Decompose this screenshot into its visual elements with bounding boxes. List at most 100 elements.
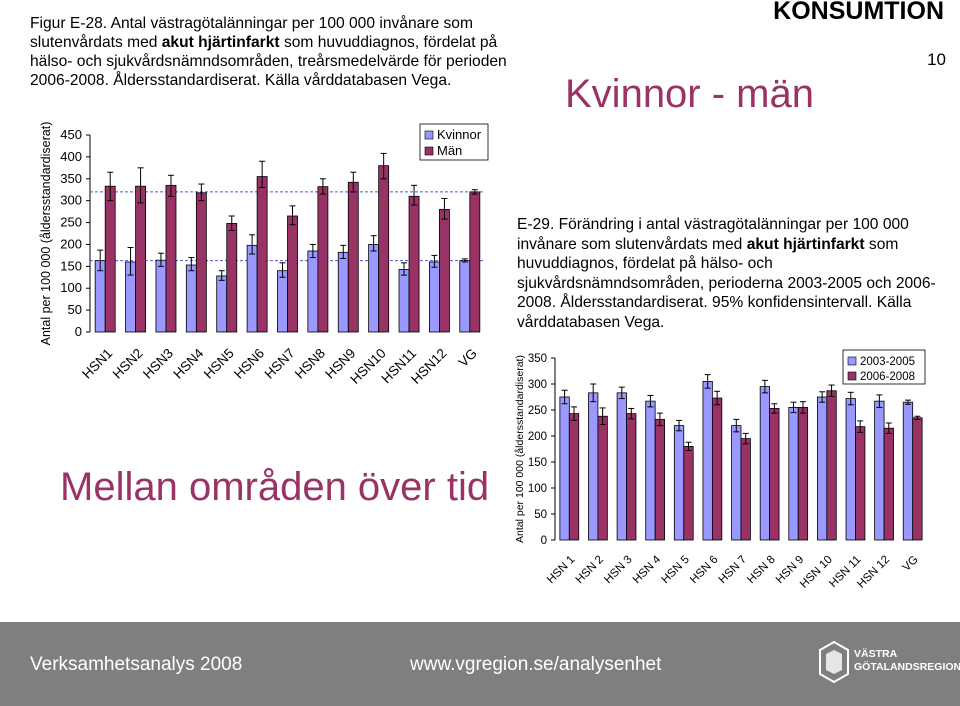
x-tick-label: VG [901,554,921,574]
bar [226,223,238,333]
figure-caption-e29: E-29. Förändring i antal västragötalänni… [517,215,937,332]
bar [439,209,450,333]
bar [826,390,837,541]
y-tick-label: 350 [528,353,547,365]
bar [883,427,894,541]
bar [195,192,207,333]
y-tick-label: 100 [528,483,547,495]
chart-women-men: Antal per 100 000 (åldersstandardiserat)… [39,122,489,387]
slide-subtitle: Mellan områden över tid [60,465,490,509]
bar [855,426,866,541]
y-tick-label: 250 [60,215,82,230]
bar [626,413,637,541]
bar [683,446,694,541]
bar [645,400,656,541]
bar [317,186,329,333]
x-tick-label: HSN 8 [745,554,777,586]
x-tick-label: HSN 4 [631,553,664,586]
y-tick-label: 150 [60,258,82,273]
bar [588,392,599,541]
legend-label: 2006-2008 [860,371,915,383]
bar [469,191,481,333]
y-tick-label: 300 [60,193,82,208]
footer-link[interactable]: www.vgregion.se/analysenhet [410,654,662,675]
x-tick-label: HSN3 [140,346,176,382]
bar [287,215,298,333]
y-tick-label: 450 [60,127,82,142]
x-tick-label: HSN1 [79,346,115,382]
bar [874,400,885,541]
y-tick-label: 250 [528,405,547,417]
x-tick-label: HSN 1 [545,554,577,586]
y-axis-title: Antal per 100 000 (åldersstandardiserat) [514,355,526,543]
caption-bold-text: akut hjärtinfarkt [746,235,865,253]
bar [337,251,349,333]
bar [104,185,116,333]
bar [135,185,147,333]
x-tick-label: HSN4 [170,345,206,381]
y-axis-title: Antal per 100 000 (åldersstandardiserat) [39,122,53,346]
logo-text-line2: GÖTALANDSREGIONEN [854,661,960,673]
bar [559,396,570,541]
y-tick-label: 0 [541,535,547,547]
x-tick-label: HSN5 [201,346,237,382]
bar [673,425,685,541]
x-tick-label: HSN6 [231,346,267,382]
bar [408,195,420,333]
bar [912,417,923,541]
bar [731,425,742,541]
bar [378,165,390,333]
bar [797,407,809,541]
y-tick-label: 150 [528,457,547,469]
bar [769,408,780,541]
bar [788,407,799,541]
bar [459,260,471,333]
bar [759,386,771,541]
legend-swatch [424,130,434,140]
caption-text: Figur E-28. Antal västragötalänningar pe… [30,15,473,51]
x-tick-label: HSN 12 [855,554,892,591]
bar [256,176,268,333]
bar [94,260,106,333]
bar [597,415,608,541]
legend-label: 2003-2005 [860,356,915,368]
caption-text: som huvuddiagnos, fördelat på hälso- och… [30,34,507,89]
bar [368,244,380,333]
bar [185,264,197,333]
section-title: KONSUMTION [773,0,944,25]
bar [216,275,228,333]
bar [616,392,627,541]
y-tick-label: 100 [60,280,82,295]
bar [277,270,288,333]
bar [740,438,751,541]
y-tick-label: 50 [534,509,547,521]
bar [155,259,167,333]
x-tick-label: HSN 3 [602,554,634,586]
legend-label: Män [437,143,462,158]
logo-text: VÄSTRA GÖTALANDSREGIONEN [854,648,960,674]
legend-box [842,349,926,385]
legend-swatch [847,356,857,366]
y-tick-label: 200 [60,236,82,251]
x-tick-label: HSN7 [262,346,298,382]
caption-text: som huvuddiagnos, fördelat på hälso- och… [517,235,936,331]
legend-swatch [424,146,434,156]
x-tick-label: HSN2 [110,346,146,382]
x-tick-label: HSN8 [292,346,328,382]
x-tick-label: HSN 2 [574,554,606,586]
chart-change-over-time: Antal per 100 000 (åldersstandardiserat)… [514,349,926,591]
figure-caption-e28: Figur E-28. Antal västragötalänningar pe… [30,14,530,90]
bar [347,181,359,333]
bar [654,418,665,541]
bar [845,398,856,541]
logo-text-line1: VÄSTRA [854,648,898,660]
bar [165,184,177,333]
bar [711,397,723,541]
vgr-logo: VÄSTRA GÖTALANDSREGIONEN [818,640,960,690]
y-tick-label: 400 [60,149,82,164]
bar [568,413,580,541]
x-tick-label: VG [456,346,480,370]
bar [307,250,319,333]
caption-bold-text: akut hjärtinfarkt [161,34,280,51]
legend-label: Kvinnor [437,127,482,142]
